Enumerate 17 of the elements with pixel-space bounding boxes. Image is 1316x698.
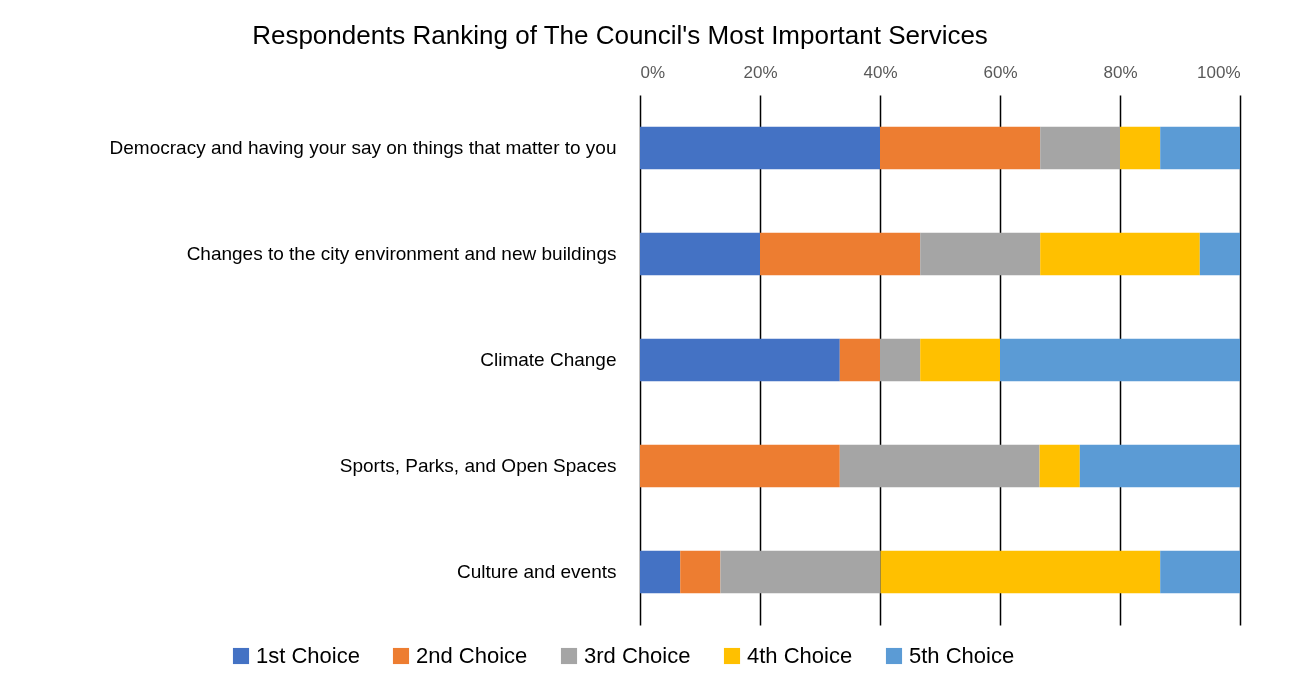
chart-title: Respondents Ranking of The Council's Most Important Services (252, 20, 988, 50)
y-tick-label: Culture and events (457, 561, 617, 582)
y-tick-label: Changes to the city environment and new buildings (186, 243, 617, 264)
legend-label: 3rd Choice (584, 643, 691, 668)
x-tick-label: 20% (743, 62, 778, 82)
y-tick-label: Sports, Parks, and Open Spaces (339, 455, 617, 476)
y-tick-label: Climate Change (480, 349, 617, 370)
legend-label: 1st Choice (256, 643, 360, 668)
x-tick-label: 40% (863, 62, 898, 82)
x-tick-label: 100% (1197, 62, 1241, 82)
x-tick-label: 60% (983, 62, 1018, 82)
x-tick-label: 80% (1103, 62, 1138, 82)
legend-label: 2nd Choice (416, 643, 528, 668)
x-tick-label: 0% (640, 62, 666, 82)
legend-label: 5th Choice (909, 643, 1015, 668)
legend-label: 4th Choice (747, 643, 853, 668)
y-tick-label: Democracy and having your say on things that matter to you (109, 137, 617, 158)
